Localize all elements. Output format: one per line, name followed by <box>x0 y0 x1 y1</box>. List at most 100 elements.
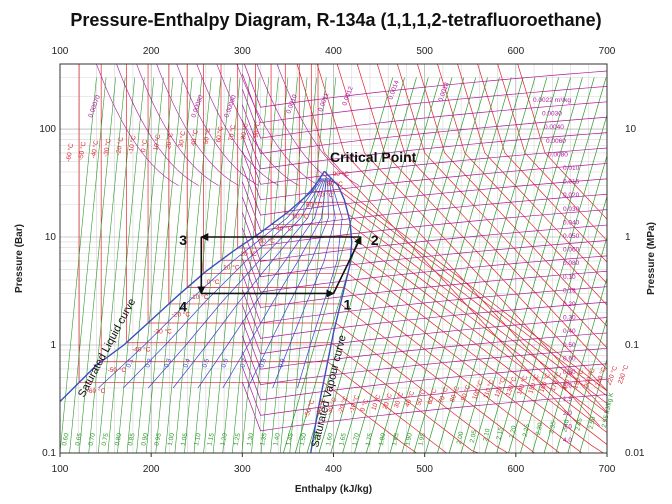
x-tick-label-top: 600 <box>507 46 524 57</box>
isentrope-label: 1.65 <box>338 432 348 446</box>
isochore-label: 0.0018 <box>437 81 451 102</box>
isentrope-label: 0.65 <box>74 432 84 446</box>
isochore-label: 0.010 <box>563 165 580 172</box>
isochore-label: 0.040 <box>563 219 580 226</box>
quality-label: 0.2 <box>144 357 154 368</box>
isotherm-label: 40 °C <box>189 129 200 147</box>
y-tick-label-right: 0.01 <box>625 448 645 459</box>
isentrope-label: 1.55 <box>312 432 322 446</box>
isochore-line <box>242 335 607 385</box>
isotherm-label: -30 °C <box>102 138 113 158</box>
isentrope-line <box>174 77 212 453</box>
isochore-label: 0.0060 <box>546 138 566 145</box>
isotherm-label: 70 °C <box>227 124 238 142</box>
refrigeration-cycle: 1 2 3 4 <box>179 232 379 314</box>
isochore-label: 0.0022 m³/kg <box>533 97 571 104</box>
isochore-line <box>242 258 607 308</box>
isentrope-line <box>531 195 607 453</box>
isentrope-line <box>251 77 289 453</box>
isochore-line <box>242 320 607 370</box>
isochore-label: 0.0040 <box>544 124 564 131</box>
isentrope-label: 2.00 <box>456 431 466 445</box>
isentrope-label: 1.95 <box>418 432 428 446</box>
isotherm-line <box>100 64 448 453</box>
isotherm-line <box>497 64 607 242</box>
isentrope-line <box>283 77 394 453</box>
isochore-line <box>242 366 607 416</box>
isentrope-label: 2.30 <box>535 422 545 436</box>
isentrope-label: 1.45 <box>286 432 296 446</box>
isentrope-label: 1.10 <box>193 432 203 446</box>
isotherm-line <box>517 64 607 220</box>
isotherm-label: 30 °C <box>259 237 276 245</box>
isentrope-line <box>354 77 465 453</box>
quality-line <box>98 178 322 389</box>
isentrope-line <box>88 77 126 453</box>
isotherm-label: -60 °C <box>87 387 106 395</box>
quality-label: 0.9 <box>277 357 287 368</box>
isotherm-line <box>477 64 607 263</box>
isotherm-line <box>186 64 561 453</box>
y-axis-label: Pressure (Bar) <box>14 224 25 293</box>
isentrope-line <box>484 77 595 453</box>
isotherm-line <box>270 64 607 423</box>
quality-label: 0.7 <box>239 357 249 368</box>
isentrope-label: 1.80 <box>378 432 388 446</box>
isentrope-line <box>520 154 607 453</box>
isentrope-label: 1.40 <box>272 432 282 446</box>
isochore-line <box>242 104 607 154</box>
isotherm-label: -20 °C <box>114 136 125 156</box>
isentrope-label: 2.15 <box>495 426 505 440</box>
isochore-line <box>242 274 607 324</box>
isochore-line <box>242 381 607 432</box>
quality-line <box>247 178 329 389</box>
isochore-line <box>156 64 239 186</box>
isentrope-line <box>78 77 116 453</box>
isotherm-label: 60 °C <box>426 387 439 405</box>
y-tick-label-right: 0.1 <box>625 340 639 351</box>
isotherm-label: 80 °C <box>239 122 250 140</box>
isentrope-label: 1.05 <box>180 432 190 446</box>
isentrope-label: 2.25 <box>522 423 532 437</box>
quality-label: 0.8 <box>258 357 268 368</box>
isotherm-line <box>457 64 607 285</box>
isotherm-line <box>78 64 418 453</box>
isotherm-label: 10 °C <box>223 263 240 271</box>
isochore-line <box>242 166 607 216</box>
isochore-label: 4.0 <box>563 437 572 444</box>
isentrope-label: 2.40 <box>561 419 571 433</box>
isentrope-label: 1.60 <box>325 432 335 446</box>
isentrope-label: 1.75 <box>365 432 375 446</box>
isotherm-line <box>220 64 604 453</box>
isotherm-label: -10 °C <box>190 293 209 301</box>
isentrope-label: 1.25 <box>233 432 243 446</box>
isotherm-label: 50 °C <box>414 388 427 406</box>
quality-label: 0.4 <box>182 357 192 368</box>
x-tick-label-top: 500 <box>416 46 433 57</box>
isentrope-label: 1.15 <box>206 432 216 446</box>
quality-label: 0.3 <box>163 357 173 368</box>
isotherm-label: -50 °C <box>77 141 88 161</box>
isotherm-label: 60 °C <box>306 201 323 209</box>
isentrope-line <box>448 77 560 453</box>
isentrope-line <box>241 77 279 453</box>
isochore-label: 0.0012 <box>341 85 355 106</box>
isochore-label: 0.060 <box>563 247 580 254</box>
grid <box>60 64 607 453</box>
isotherm-line <box>396 64 607 349</box>
isochore-line <box>256 64 340 186</box>
chart-title: Pressure-Enthalpy Diagram, R-134a (1,1,1… <box>70 10 602 30</box>
quality-line <box>147 178 324 389</box>
isentrope-line <box>60 77 97 453</box>
isentrope-line <box>306 77 417 453</box>
cycle-process-line <box>332 236 362 294</box>
isochore-label: 0.60 <box>563 355 576 362</box>
isotherm-label: 30 °C <box>177 130 188 148</box>
isotherm-label: 10 °C <box>152 133 163 151</box>
x-tick-label-top: 200 <box>143 46 160 57</box>
isentrope-line <box>260 77 298 453</box>
isochore-line <box>176 64 259 186</box>
saturation-dome <box>59 170 353 454</box>
isochore-line <box>242 89 607 139</box>
